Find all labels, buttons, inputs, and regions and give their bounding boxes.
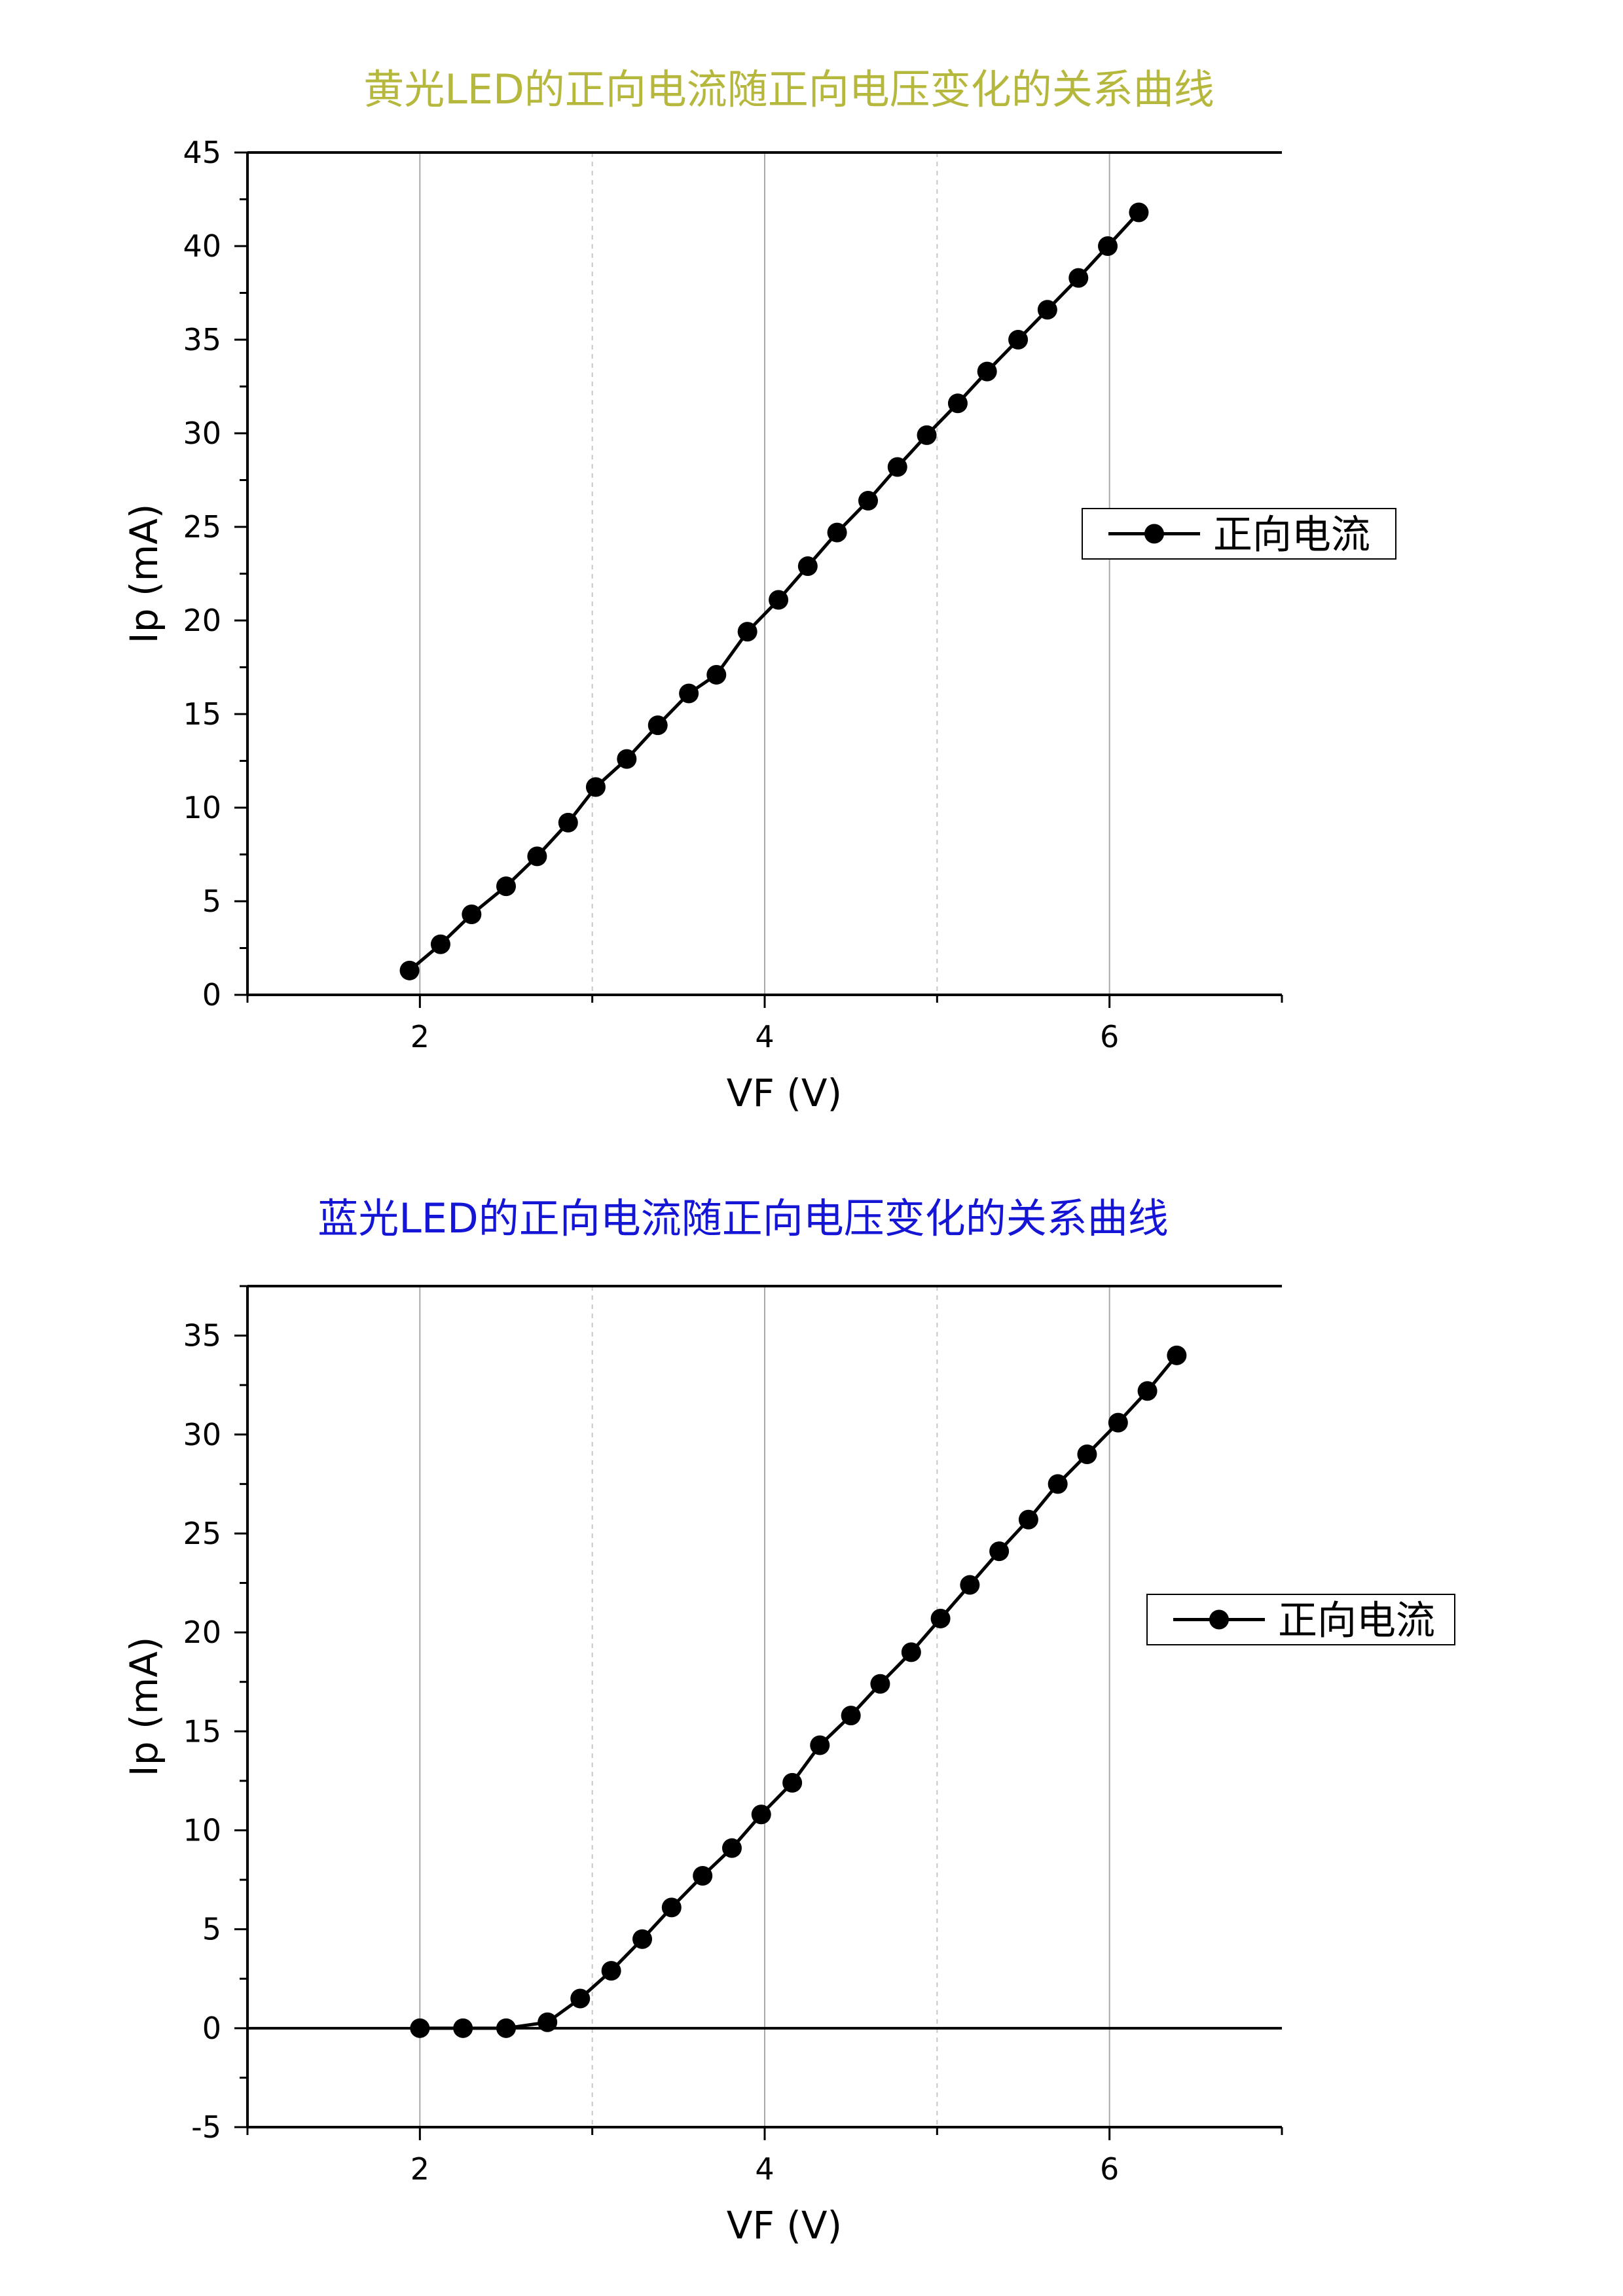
data-point xyxy=(751,1804,771,1825)
y-tick-label: 25 xyxy=(183,509,221,545)
y-tick-label: 30 xyxy=(183,416,221,451)
data-point xyxy=(1137,1381,1158,1401)
data-point xyxy=(410,2018,430,2038)
data-point xyxy=(538,2012,558,2032)
y-tick-label: 0 xyxy=(202,977,221,1013)
x-tick-label: 6 xyxy=(1100,2151,1119,2187)
data-point xyxy=(430,934,450,954)
data-point xyxy=(797,556,818,577)
y-tick-label: 10 xyxy=(183,1812,221,1848)
axis-ticks: 2 4 6 0 5 10 15 20 25 30 35 40 45 xyxy=(183,135,1283,1054)
data-point xyxy=(706,664,727,685)
chart-title: 黄光LED的正向电流随正向电压变化的关系曲线 xyxy=(363,65,1214,113)
data-point xyxy=(858,490,878,511)
yellow-led-chart: 黄光LED的正向电流随正向电压变化的关系曲线 2 4 6 0 5 10 15 20 25 30 35… xyxy=(122,65,1396,1115)
y-tick-label: 35 xyxy=(183,1318,221,1354)
y-tick-label: 10 xyxy=(183,790,221,825)
y-tick-label: 20 xyxy=(183,603,221,638)
legend-label: 正向电流 xyxy=(1213,512,1370,558)
data-point xyxy=(693,1866,713,1886)
legend-marker xyxy=(1209,1609,1229,1630)
data-point xyxy=(496,2018,516,2038)
data-point xyxy=(901,1642,921,1662)
y-tick-label: 20 xyxy=(183,1615,221,1650)
y-tick-label: -5 xyxy=(191,2109,221,2145)
data-point xyxy=(737,622,757,642)
data-point xyxy=(721,1838,742,1858)
x-tick-label: 2 xyxy=(410,2151,429,2187)
y-tick-label: 15 xyxy=(183,696,221,732)
data-point xyxy=(810,1735,830,1755)
data-point xyxy=(947,393,968,414)
legend-label: 正向电流 xyxy=(1278,1598,1435,1644)
data-point xyxy=(647,715,668,736)
data-point xyxy=(399,960,420,980)
data-point xyxy=(977,361,997,382)
data-point xyxy=(870,1674,890,1694)
data-point xyxy=(769,590,789,610)
data-point xyxy=(679,683,699,704)
data-point xyxy=(930,1608,951,1628)
data-point xyxy=(570,1988,591,2009)
data-point xyxy=(585,777,606,797)
data-point xyxy=(827,522,847,543)
y-axis-label: Ip (mA) xyxy=(122,1637,166,1777)
gridlines xyxy=(419,152,1110,995)
data-point xyxy=(1167,1345,1187,1365)
data-series xyxy=(410,1345,1187,2038)
data-series xyxy=(399,202,1149,980)
data-point xyxy=(1098,236,1118,256)
data-point xyxy=(661,1897,682,1918)
y-axis-label: Ip (mA) xyxy=(122,504,166,644)
legend: 正向电流 xyxy=(1146,1594,1455,1645)
data-point xyxy=(527,846,547,867)
data-point xyxy=(462,905,482,925)
y-tick-label: 35 xyxy=(183,322,221,357)
data-point xyxy=(1037,300,1057,320)
y-tick-label: 15 xyxy=(183,1713,221,1749)
data-point xyxy=(1018,1509,1038,1530)
data-point xyxy=(841,1706,861,1726)
x-axis-label: VF (V) xyxy=(727,2203,842,2248)
chart-title: 蓝光LED的正向电流随正向电压变化的关系曲线 xyxy=(318,1194,1168,1242)
data-point xyxy=(782,1772,803,1793)
y-tick-label: 5 xyxy=(202,884,221,919)
legend: 正向电流 xyxy=(1082,508,1396,560)
data-point xyxy=(989,1541,1010,1562)
x-tick-label: 4 xyxy=(755,2151,774,2187)
data-point xyxy=(617,749,637,769)
data-point xyxy=(917,425,937,445)
data-point xyxy=(1008,330,1029,350)
y-tick-label: 5 xyxy=(202,1912,221,1947)
data-point xyxy=(1077,1444,1097,1464)
y-tick-label: 40 xyxy=(183,228,221,264)
data-point xyxy=(887,457,907,477)
y-tick-label: 45 xyxy=(183,135,221,170)
data-point xyxy=(1108,1412,1128,1433)
axis-ticks: 2 4 6 -5 0 5 10 15 20 25 30 35 xyxy=(183,1285,1283,2187)
x-tick-label: 4 xyxy=(755,1019,774,1054)
data-point xyxy=(960,1575,980,1595)
data-point xyxy=(601,1961,621,1981)
data-point xyxy=(632,1929,653,1949)
x-tick-label: 6 xyxy=(1100,1019,1119,1054)
data-point xyxy=(1129,202,1149,223)
x-axis-label: VF (V) xyxy=(727,1071,842,1115)
y-tick-label: 25 xyxy=(183,1516,221,1551)
blue-led-chart: 蓝光LED的正向电流随正向电压变化的关系曲线 2 4 6 -5 0 5 10 15 20 25 30… xyxy=(122,1194,1455,2248)
data-point xyxy=(1048,1474,1068,1494)
y-tick-label: 0 xyxy=(202,2011,221,2046)
data-point xyxy=(1068,268,1089,288)
data-point xyxy=(496,876,516,897)
y-tick-label: 30 xyxy=(183,1417,221,1452)
legend-marker xyxy=(1144,524,1164,544)
data-point xyxy=(558,812,578,833)
data-point xyxy=(453,2018,473,2038)
x-tick-label: 2 xyxy=(410,1019,429,1054)
